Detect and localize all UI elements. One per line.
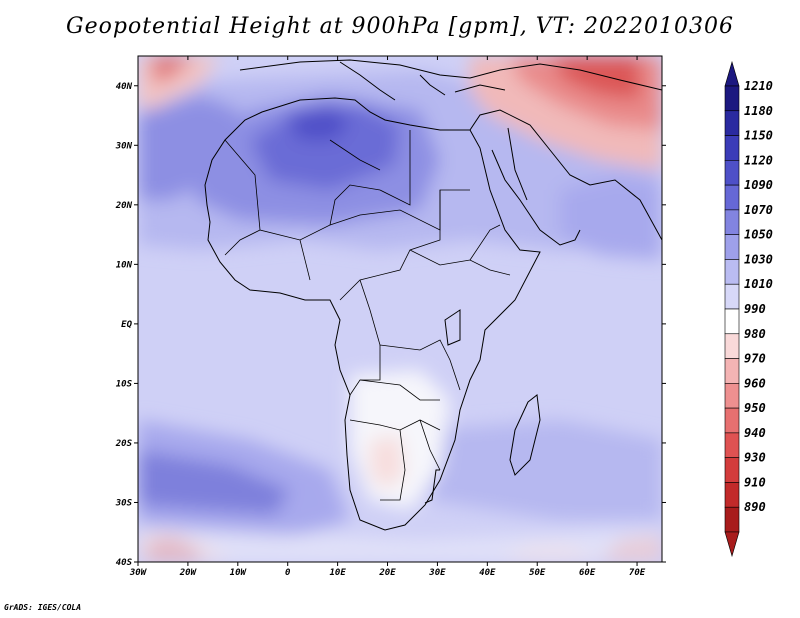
colorbar-swatch	[724, 308, 740, 335]
colorbar-label: 1090	[744, 178, 773, 192]
colorbar-label: 1010	[744, 277, 773, 291]
colorbar-swatch	[724, 482, 740, 508]
lat-tick-label: 10N	[116, 260, 133, 270]
colorbar-swatch	[724, 85, 740, 112]
colorbar-label: 950	[744, 401, 766, 415]
colorbar-label: 980	[744, 327, 766, 341]
colorbar-swatch	[724, 110, 740, 136]
colorbar-swatch	[724, 135, 740, 161]
colorbar-label: 1180	[744, 104, 773, 118]
lat-tick-label: 40N	[116, 82, 133, 92]
height-field	[138, 56, 662, 562]
colorbar-swatch	[724, 407, 740, 434]
colorbar-swatch	[724, 506, 740, 533]
colorbar-label: 960	[744, 376, 766, 390]
lon-tick-label: 40E	[479, 568, 496, 578]
colorbar-swatch	[724, 383, 740, 409]
colorbar-label: 1070	[744, 203, 773, 217]
lat-tick-label: 10S	[116, 379, 133, 389]
lon-tick-label: 30E	[428, 568, 446, 578]
colorbar-swatch	[724, 358, 740, 384]
lon-tick-label: 70E	[629, 568, 646, 578]
lon-tick-label: 10W	[230, 568, 248, 578]
lon-tick-label: 0	[285, 568, 291, 578]
map-title: Geopotential Height at 900hPa [gpm], VT:…	[66, 14, 734, 39]
colorbar-swatch	[724, 160, 740, 186]
coastlines	[204, 59, 662, 531]
lat-tick-label: EQ	[121, 320, 132, 330]
colorbar-label: 1150	[744, 129, 773, 143]
colorbar-bottom-arrow	[724, 531, 740, 558]
lat-tick-label: 30N	[115, 141, 133, 151]
lon-tick-label: 20W	[179, 568, 198, 578]
country-borders	[224, 130, 511, 501]
lat-tick-label: 20S	[115, 439, 133, 449]
colorbar-swatch	[724, 184, 740, 211]
colorbar-swatch	[724, 432, 740, 458]
colorbar-swatch	[724, 283, 740, 310]
colorbar-label: 1030	[744, 252, 773, 266]
colorbar-label: 970	[744, 352, 766, 366]
colorbar-top-arrow	[724, 60, 740, 87]
colorbar-label: 1120	[744, 153, 773, 167]
map-axes: 30W 20W 10W 0 10E 20E 30E 40E 50E 60E 70E 40N 30N 20N…	[115, 56, 666, 578]
lon-tick-label: 60E	[579, 568, 596, 578]
colorbar-label: 990	[744, 302, 766, 316]
colorbar-swatch	[724, 457, 740, 483]
lon-tick-label: 50E	[529, 568, 546, 578]
colorbar-label: 910	[744, 475, 766, 489]
colorbar-label: 1210	[744, 79, 773, 93]
lon-tick-label: 30W	[129, 568, 148, 578]
colorbar-label: 890	[744, 500, 766, 514]
grads-credit: GrADS: IGES/COLA	[4, 603, 82, 612]
lon-tick-label: 10E	[329, 568, 346, 578]
colorbar: 1210 1180 1150 1120 1090 1070 1050 1030 1010 990 9…	[724, 60, 773, 558]
lat-tick-label: 20N	[115, 201, 133, 211]
plot-frame	[137, 55, 663, 563]
colorbar-label: 1050	[744, 228, 773, 242]
colorbar-label: 930	[744, 451, 766, 465]
colorbar-swatch	[724, 209, 740, 235]
colorbar-swatch	[724, 333, 740, 359]
lat-tick-label: 40S	[116, 558, 133, 568]
lon-tick-label: 20E	[378, 568, 396, 578]
colorbar-swatch	[724, 259, 740, 285]
colorbar-label: 940	[744, 426, 766, 440]
lat-tick-label: 30S	[115, 498, 133, 508]
colorbar-swatch	[724, 234, 740, 260]
